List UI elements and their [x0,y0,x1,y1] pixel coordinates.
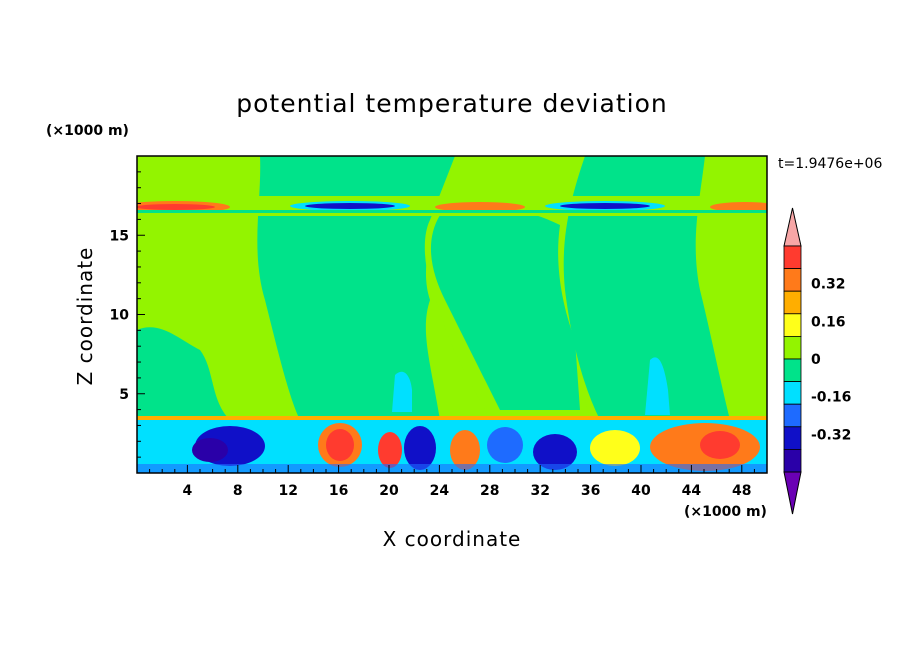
bl-cold-3 [487,427,523,463]
x-tick-label: 32 [530,483,549,499]
colorbar-bottom-arrow [783,471,802,515]
colorbar-label: 0.16 [811,314,846,330]
tropopause-cold-core-2 [560,203,650,209]
colorbar-box [783,381,802,405]
tropopause-green-line [137,210,767,213]
x-tick-label: 8 [233,483,243,499]
region-cyan-patch-2 [392,371,412,412]
y-axis-ticks: 5 10 15 [110,171,145,458]
colorbar-box [783,268,802,292]
tropopause-cold-core-1 [305,203,395,209]
tropopause-warm-core-1 [137,204,215,210]
x-axis-label: X coordinate [383,527,522,551]
colorbar-box [783,313,802,337]
x-tick-label: 12 [278,483,297,499]
y-unit-label: (×1000 m) [46,123,129,139]
region-negative-band-3 [563,156,730,420]
x-tick-label: 48 [732,483,751,499]
time-label: t=1.9476e+06 [778,156,882,172]
region-cyan-patch-1 [645,357,670,415]
y-tick-label: 5 [119,387,129,403]
tropopause-warm-2 [435,202,525,212]
y-tick-label: 10 [110,308,130,324]
boundary-top-stripe [137,416,767,420]
tropopause-warm-3 [710,202,767,212]
y-axis-label: Z coordinate [73,247,97,386]
y-tick-label: 15 [110,228,129,244]
x-tick-label: 36 [581,483,600,499]
region-negative-band-4 [137,327,230,420]
chart-title: potential temperature deviation [236,89,667,118]
colorbar-label: 0 [811,352,821,368]
x-axis-ticks: 4 8 12 16 20 24 28 32 36 40 44 48 [149,465,755,499]
x-tick-label: 28 [480,483,499,499]
colorbar-label: -0.16 [811,390,851,406]
colorbar-top-arrow [783,207,802,247]
bl-bottom-band [137,464,767,473]
colorbar-box [783,426,802,450]
colorbar-box [783,358,802,383]
region-negative-band-1 [257,156,460,420]
colorbar-box [783,403,802,428]
x-tick-label: 44 [682,483,702,499]
x-tick-label: 40 [631,483,651,499]
x-tick-label: 20 [379,483,399,499]
plot-area [137,156,767,473]
colorbar: 0.32 0.16 0 -0.16 -0.32 [783,207,851,515]
bl-cold-2 [404,426,436,470]
bl-warm-core-1 [326,429,354,461]
x-tick-label: 24 [430,483,450,499]
region-negative-band-2 [430,206,580,410]
x-tick-label: 16 [329,483,348,499]
bl-cold-4 [533,434,577,470]
bl-cold-core-1 [192,438,228,462]
colorbar-box [783,335,802,360]
x-unit-label: (×1000 m) [684,504,767,520]
colorbar-box [783,290,802,315]
bl-warm-3 [450,430,480,470]
bl-warm-core-5 [700,431,740,459]
colorbar-box [783,448,802,473]
colorbar-label: -0.32 [811,427,851,443]
bl-warm-2 [378,432,402,468]
colorbar-box [783,245,802,270]
bl-warm-4 [590,430,640,466]
colorbar-label: 0.32 [811,277,846,293]
x-tick-label: 4 [183,483,193,499]
